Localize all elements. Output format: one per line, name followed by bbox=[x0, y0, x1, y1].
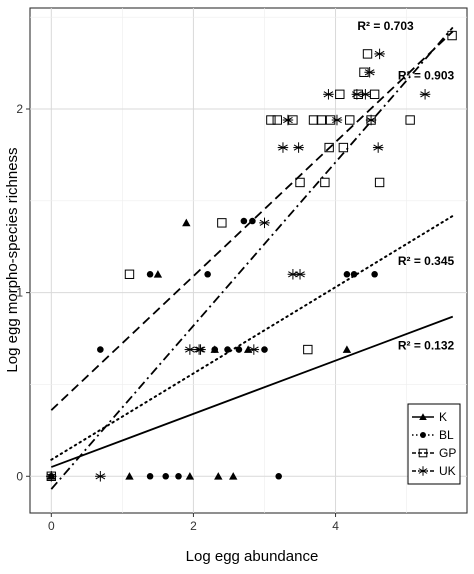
x-axis-title: Log egg abundance bbox=[186, 548, 319, 565]
point-uk bbox=[282, 114, 294, 126]
point-k bbox=[153, 270, 163, 278]
point-bl bbox=[162, 472, 169, 480]
point-uk bbox=[331, 114, 343, 126]
point-gp bbox=[405, 115, 415, 125]
x-tick-label: 2 bbox=[190, 519, 197, 533]
point-gp bbox=[217, 218, 227, 228]
point-uk bbox=[365, 114, 377, 126]
r2-annotations: R² = 0.132 R² = 0.345 R² = 0.703 R² = 0.903 bbox=[357, 19, 454, 353]
data-points bbox=[46, 30, 457, 482]
point-bl bbox=[204, 270, 211, 278]
fit-line-k bbox=[51, 315, 454, 468]
point-uk bbox=[248, 344, 260, 355]
point-bl bbox=[175, 472, 182, 480]
point-uk bbox=[293, 142, 304, 153]
point-bl bbox=[146, 472, 154, 480]
y-tick-label: 0 bbox=[16, 469, 23, 483]
x-tick-label: 0 bbox=[48, 519, 55, 533]
point-uk bbox=[323, 89, 334, 100]
point-uk bbox=[374, 48, 385, 60]
point-bl bbox=[371, 270, 378, 278]
legend-label-uk: UK bbox=[439, 464, 456, 478]
r2-label-uk: R² = 0.903 bbox=[398, 69, 455, 83]
point-gp bbox=[374, 177, 385, 188]
legend-marker-uk bbox=[418, 466, 428, 476]
legend-marker-bl bbox=[420, 432, 426, 438]
y-tick-label: 1 bbox=[16, 286, 23, 300]
point-gp bbox=[338, 142, 349, 153]
point-k bbox=[229, 472, 238, 480]
point-uk bbox=[184, 344, 196, 355]
point-gp bbox=[272, 115, 282, 125]
point-gp bbox=[320, 177, 330, 188]
legend-label-gp: GP bbox=[439, 446, 456, 460]
r2-label-k: R² = 0.132 bbox=[398, 339, 455, 353]
point-gp bbox=[345, 115, 355, 125]
r2-label-bl: R² = 0.345 bbox=[398, 254, 455, 268]
grid-lines bbox=[30, 8, 467, 513]
point-bl bbox=[275, 472, 282, 480]
point-uk bbox=[419, 89, 431, 100]
x-tick-label: 4 bbox=[332, 519, 339, 533]
point-k bbox=[342, 345, 352, 353]
point-k bbox=[214, 472, 223, 480]
point-bl bbox=[249, 217, 256, 225]
point-uk bbox=[259, 217, 270, 229]
r2-label-gp: R² = 0.703 bbox=[357, 19, 414, 33]
y-axis-title: Log egg morpho-species richness bbox=[4, 147, 21, 372]
fit-line-gp bbox=[50, 30, 454, 411]
point-gp bbox=[266, 115, 276, 125]
point-gp bbox=[295, 177, 305, 188]
point-k bbox=[243, 345, 253, 353]
point-k bbox=[182, 218, 191, 227]
point-bl bbox=[224, 346, 231, 353]
point-bl bbox=[235, 346, 243, 353]
point-uk bbox=[294, 269, 306, 280]
point-gp bbox=[447, 30, 457, 41]
point-uk bbox=[95, 471, 106, 482]
point-uk bbox=[46, 471, 57, 482]
point-k bbox=[125, 472, 134, 480]
legend: K BL GP UK bbox=[407, 403, 461, 485]
axis-ticks: 0 2 4 0 1 2 bbox=[16, 102, 339, 533]
point-uk bbox=[372, 142, 384, 153]
point-bl bbox=[97, 346, 104, 353]
point-gp bbox=[124, 269, 135, 279]
point-bl bbox=[211, 346, 219, 353]
legend-marker-k bbox=[419, 413, 427, 421]
fit-line-bl bbox=[50, 214, 454, 461]
point-bl bbox=[146, 270, 154, 278]
point-gp bbox=[303, 344, 313, 355]
point-bl bbox=[343, 270, 351, 278]
point-gp bbox=[335, 89, 345, 100]
point-uk bbox=[360, 89, 371, 100]
fit-lines bbox=[50, 26, 454, 490]
point-gp bbox=[308, 115, 319, 125]
legend-label-bl: BL bbox=[439, 428, 454, 442]
point-uk bbox=[195, 344, 206, 355]
point-gp bbox=[324, 142, 334, 153]
fit-line-uk bbox=[50, 26, 454, 490]
point-bl bbox=[261, 346, 268, 353]
y-tick-label: 2 bbox=[16, 102, 23, 116]
point-uk bbox=[277, 142, 289, 153]
point-bl bbox=[240, 217, 248, 225]
legend-label-k: K bbox=[439, 410, 447, 424]
point-gp bbox=[362, 49, 373, 59]
legend-marker-gp bbox=[418, 448, 428, 458]
point-k bbox=[185, 472, 195, 480]
point-bl bbox=[350, 270, 358, 278]
point-uk bbox=[364, 67, 375, 78]
point-gp bbox=[316, 115, 327, 125]
